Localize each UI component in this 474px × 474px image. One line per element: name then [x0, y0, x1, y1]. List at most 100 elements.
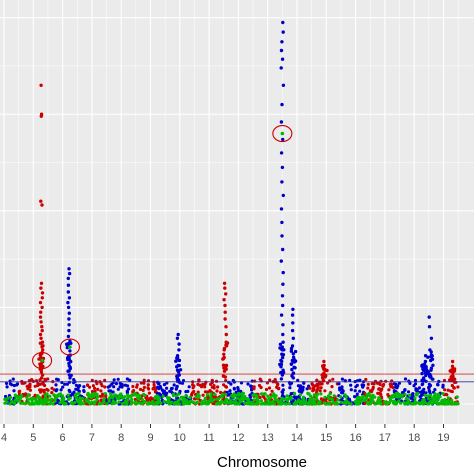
- data-point: [310, 382, 314, 386]
- data-point: [235, 396, 239, 400]
- data-point: [293, 366, 297, 370]
- data-point: [98, 394, 102, 398]
- data-point: [239, 399, 243, 403]
- data-point: [130, 397, 134, 401]
- data-point: [126, 393, 130, 397]
- data-point: [312, 393, 316, 397]
- data-point: [281, 383, 285, 387]
- data-point: [77, 389, 81, 393]
- data-point: [154, 387, 158, 391]
- data-point: [281, 393, 285, 398]
- data-point: [203, 385, 207, 389]
- data-point: [39, 199, 43, 203]
- data-point: [279, 120, 284, 124]
- data-point: [78, 396, 82, 400]
- data-point: [426, 355, 430, 359]
- data-point: [290, 313, 295, 317]
- data-point: [182, 401, 186, 406]
- data-point: [450, 364, 455, 368]
- data-point: [270, 389, 274, 393]
- data-point: [65, 382, 69, 386]
- data-point: [249, 384, 253, 388]
- data-point: [39, 336, 43, 340]
- data-point: [39, 281, 44, 285]
- data-point: [38, 382, 42, 386]
- data-point: [221, 392, 225, 396]
- data-point: [133, 397, 137, 401]
- data-point: [205, 402, 209, 406]
- data-point: [125, 384, 130, 388]
- data-point: [322, 367, 327, 371]
- data-point: [274, 394, 278, 398]
- data-point: [4, 394, 8, 399]
- x-axis-title: Chromosome: [217, 454, 307, 471]
- data-point: [203, 382, 207, 386]
- data-point: [366, 386, 370, 390]
- data-point: [77, 398, 81, 402]
- data-point: [217, 397, 221, 401]
- x-tick-label: 10: [174, 432, 186, 444]
- data-point: [116, 387, 120, 391]
- data-point: [389, 384, 394, 388]
- data-point: [40, 325, 44, 329]
- data-point: [157, 381, 161, 386]
- data-point: [185, 401, 189, 406]
- data-point: [171, 393, 176, 398]
- data-point: [354, 385, 358, 389]
- data-point: [302, 398, 306, 402]
- data-point: [38, 341, 43, 345]
- data-point: [87, 401, 91, 405]
- data-point: [186, 389, 190, 393]
- data-point: [281, 30, 285, 34]
- data-point: [450, 383, 454, 388]
- data-point: [340, 385, 344, 389]
- data-point: [319, 397, 323, 401]
- data-point: [450, 390, 454, 394]
- data-point: [431, 400, 436, 404]
- data-point: [423, 359, 428, 364]
- data-point: [15, 382, 20, 386]
- data-point: [147, 391, 151, 395]
- data-point: [215, 389, 219, 393]
- data-point: [229, 382, 233, 386]
- data-point: [355, 392, 359, 396]
- data-point: [429, 336, 434, 340]
- data-point: [195, 400, 200, 404]
- data-point: [66, 393, 70, 397]
- data-point: [438, 395, 442, 399]
- data-point: [224, 378, 228, 383]
- data-point: [140, 398, 144, 402]
- highlight-ring: [32, 351, 53, 370]
- data-point: [141, 388, 145, 392]
- data-point: [74, 387, 78, 391]
- data-point: [86, 383, 90, 387]
- data-point: [377, 387, 381, 391]
- data-point: [288, 382, 292, 386]
- data-point: [134, 393, 138, 397]
- data-point: [305, 387, 309, 391]
- data-point: [298, 387, 302, 392]
- data-point: [395, 391, 399, 395]
- data-point: [330, 385, 334, 389]
- data-point: [103, 385, 107, 389]
- data-point: [251, 402, 256, 406]
- data-point: [21, 401, 25, 405]
- data-point: [428, 390, 432, 394]
- data-point: [319, 392, 323, 396]
- data-point: [241, 395, 245, 399]
- data-point: [429, 366, 434, 370]
- data-point: [280, 355, 285, 360]
- data-point: [279, 151, 284, 155]
- data-point: [454, 402, 458, 406]
- data-point: [392, 389, 396, 393]
- data-point: [279, 365, 283, 369]
- data-point: [162, 399, 166, 404]
- data-point: [237, 393, 241, 397]
- data-point: [120, 385, 124, 389]
- data-point: [67, 328, 71, 333]
- data-point: [136, 401, 141, 405]
- data-point: [315, 378, 319, 382]
- data-point: [99, 389, 103, 393]
- data-point: [406, 390, 411, 394]
- data-point: [279, 48, 284, 53]
